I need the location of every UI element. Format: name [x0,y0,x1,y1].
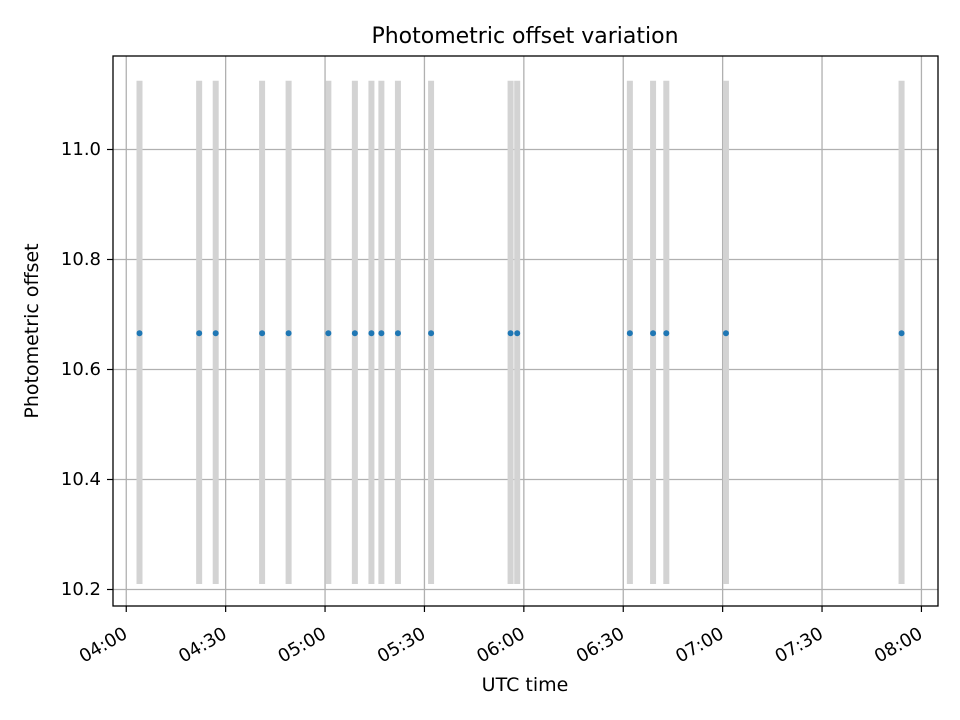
y-axis-ticks: 10.2 10.4 10.6 10.8 11.0 [61,139,113,600]
grid-lines [113,56,938,606]
data-point [325,330,332,337]
data-point [394,330,401,337]
y-tick-label: 10.6 [61,359,101,380]
y-tick-label: 11.0 [61,139,101,160]
chart-title: Photometric offset variation [371,24,678,49]
data-point [368,330,375,337]
data-point [136,330,143,337]
data-point [898,330,905,337]
data-point [196,330,203,337]
y-tick-label: 10.8 [61,249,101,270]
data-point [626,330,633,337]
plot-frame [112,55,939,607]
data-point [507,330,514,337]
y-tick-label: 10.2 [61,579,101,600]
y-tick-label: 10.4 [61,469,101,490]
data-point [378,330,385,337]
data-point [428,330,435,337]
data-point [285,330,292,337]
data-point [212,330,219,337]
data-point [722,330,729,337]
data-points [136,330,905,337]
data-point [351,330,358,337]
data-point [514,330,521,337]
x-axis-label: UTC time [482,674,569,696]
data-point [663,330,670,337]
y-axis-label: Photometric offset [21,243,43,418]
data-point [259,330,266,337]
data-point [650,330,657,337]
